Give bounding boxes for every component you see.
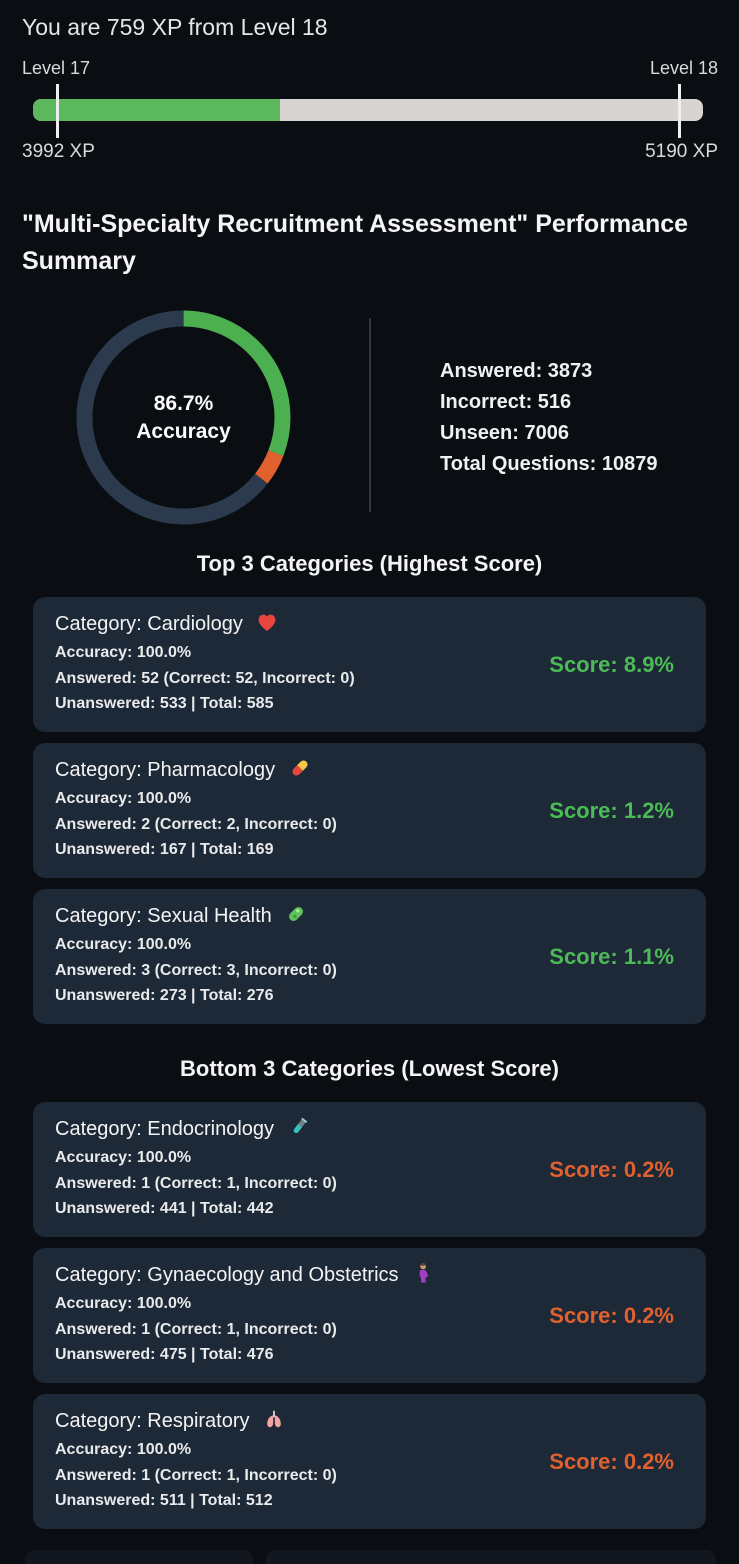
xp-left-label: 3992 XP xyxy=(22,141,95,162)
category-score: Score: 8.9% xyxy=(549,652,674,677)
xp-progress-fill xyxy=(33,99,281,121)
category-accuracy: Accuracy: 100.0% xyxy=(55,790,192,807)
accuracy-donut-wrap: 86.7% Accuracy xyxy=(76,310,291,525)
category-unanswered: Unanswered: 273 | Total: 276 xyxy=(55,987,274,1004)
category-answered: Answered: 1 (Correct: 1, Incorrect: 0) xyxy=(55,1174,337,1192)
pregnant-woman-icon-slot xyxy=(411,1261,435,1292)
pregnant-woman-icon xyxy=(419,1262,428,1283)
category-card: Category: Sexual Health Accuracy: 100.0%… xyxy=(33,889,706,1024)
accuracy-donut xyxy=(76,310,291,525)
section-header: Bottom 3 Categories (Lowest Score) xyxy=(180,1056,559,1081)
category-title: Category: Sexual Health xyxy=(55,902,686,932)
category-card: Category: Cardiology Accuracy: 100.0% An… xyxy=(33,597,706,732)
summary-divider xyxy=(369,318,371,512)
page-title: "Multi-Specialty Recruitment Assessment"… xyxy=(22,210,689,275)
microbe-icon xyxy=(289,907,304,921)
category-accuracy: Accuracy: 100.0% xyxy=(55,1295,192,1312)
summary-stats: Answered: 3873 Incorrect: 516 Unseen: 70… xyxy=(440,356,657,480)
cutoff-panel-left xyxy=(25,1550,253,1564)
category-card: Category: Endocrinology Accuracy: 100.0%… xyxy=(33,1102,706,1237)
test-tube-icon xyxy=(293,1117,307,1134)
category-title: Category: Pharmacology xyxy=(55,756,686,786)
pill-icon xyxy=(292,760,308,776)
level-right-label: Level 18 xyxy=(649,58,718,78)
level-left-tick xyxy=(56,84,59,138)
category-unanswered: Unanswered: 475 | Total: 476 xyxy=(55,1346,274,1363)
accuracy-center-label: 86.7% Accuracy xyxy=(76,310,291,525)
category-unanswered: Unanswered: 167 | Total: 169 xyxy=(55,841,274,858)
test-tube-icon-slot xyxy=(287,1115,311,1146)
pill-icon-slot xyxy=(288,756,312,787)
category-title: Category: Cardiology xyxy=(55,610,686,640)
category-score: Score: 0.2% xyxy=(549,1303,674,1328)
stat-answered: Answered: 3873 xyxy=(440,360,593,382)
category-score: Score: 1.2% xyxy=(549,798,674,823)
category-answered: Answered: 2 (Correct: 2, Incorrect: 0) xyxy=(55,815,337,833)
xp-headline: You are 759 XP from Level 18 xyxy=(22,14,328,40)
level-right-tick xyxy=(678,84,681,138)
cutoff-panel-right xyxy=(266,1550,716,1564)
microbe-icon-slot xyxy=(284,902,308,933)
category-unanswered: Unanswered: 511 | Total: 512 xyxy=(55,1492,273,1509)
category-accuracy: Accuracy: 100.0% xyxy=(55,1149,192,1166)
category-answered: Answered: 3 (Correct: 3, Incorrect: 0) xyxy=(55,961,337,979)
category-title: Category: Respiratory xyxy=(55,1407,686,1437)
category-answered: Answered: 1 (Correct: 1, Incorrect: 0) xyxy=(55,1320,337,1338)
category-card: Category: Gynaecology and Obstetrics Acc… xyxy=(33,1248,706,1383)
category-title: Category: Endocrinology xyxy=(55,1115,686,1145)
category-score: Score: 0.2% xyxy=(549,1157,674,1182)
lungs-icon-slot xyxy=(262,1407,286,1438)
category-card: Category: Pharmacology Accuracy: 100.0% … xyxy=(33,743,706,878)
level-left-label: Level 17 xyxy=(22,58,91,78)
category-card: Category: Respiratory Accuracy: 100.0% A… xyxy=(33,1394,706,1529)
stat-unseen: Unseen: 7006 xyxy=(440,422,569,444)
stat-total-questions: Total Questions: 10879 xyxy=(440,453,658,475)
category-accuracy: Accuracy: 100.0% xyxy=(55,936,192,953)
stat-incorrect: Incorrect: 516 xyxy=(440,391,572,413)
section-header: Top 3 Categories (Highest Score) xyxy=(196,551,543,576)
xp-right-label: 5190 XP xyxy=(645,141,718,162)
category-score: Score: 0.2% xyxy=(549,1449,674,1474)
category-unanswered: Unanswered: 533 | Total: 585 xyxy=(55,695,274,712)
category-answered: Answered: 1 (Correct: 1, Incorrect: 0) xyxy=(55,1466,337,1484)
accuracy-label: Accuracy xyxy=(136,419,231,443)
accuracy-value: 86.7% xyxy=(153,391,214,415)
lungs-icon xyxy=(267,1410,281,1428)
category-score: Score: 1.1% xyxy=(549,944,674,969)
category-accuracy: Accuracy: 100.0% xyxy=(55,644,192,661)
category-unanswered: Unanswered: 441 | Total: 442 xyxy=(55,1200,274,1217)
xp-progress-bar xyxy=(33,99,703,121)
category-answered: Answered: 52 (Correct: 52, Incorrect: 0) xyxy=(55,669,355,687)
heart-icon-slot xyxy=(255,610,279,641)
category-title: Category: Gynaecology and Obstetrics xyxy=(55,1261,686,1291)
category-accuracy: Accuracy: 100.0% xyxy=(55,1441,192,1458)
heart-icon xyxy=(259,614,276,631)
